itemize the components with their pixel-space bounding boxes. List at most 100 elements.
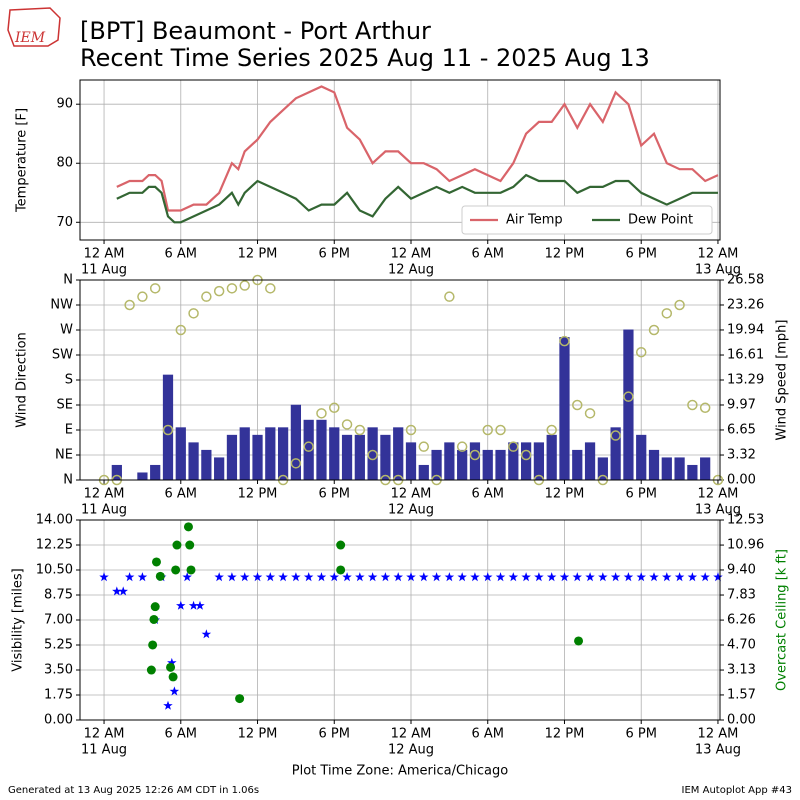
wind-speed-bar: [201, 449, 212, 480]
wind-speed-bar: [444, 442, 455, 480]
visibility-point: [483, 572, 493, 582]
wind-direction-point: [188, 308, 199, 319]
wind-direction-point: [124, 299, 135, 311]
visibility-point: [367, 572, 378, 582]
y-axis-label: Temperature [F]: [15, 108, 30, 213]
wind-speed-bar: [316, 419, 327, 480]
wind-direction-point: [329, 402, 340, 414]
visibility-point: [182, 572, 192, 582]
visibility-point: [169, 686, 180, 696]
y-tick-label: 80: [56, 156, 73, 171]
visibility-point: [419, 572, 429, 582]
y-tick-label: SW: [52, 348, 73, 363]
wind-speed-bar: [584, 442, 596, 480]
y2-tick-label: 1.57: [727, 687, 756, 702]
y-tick-label: 70: [56, 215, 73, 230]
y-tick-label: 7.00: [44, 613, 73, 628]
y2-tick-label: 13.29: [727, 373, 764, 388]
legend-box: [461, 205, 713, 235]
y2-tick-label: 6.65: [727, 422, 756, 437]
wind-speed-bar: [661, 457, 672, 480]
wind-speed-bar: [636, 434, 647, 480]
y-tick-label: SE: [57, 398, 73, 413]
y2-tick-label: 7.83: [727, 588, 756, 603]
y-tick-label: 10.50: [36, 563, 73, 578]
y2-tick-label: 3.32: [727, 448, 756, 463]
wind-speed-bar: [277, 427, 289, 480]
wind-direction-point: [444, 291, 455, 302]
plot-frame: [79, 519, 721, 721]
wind-speed-bar: [457, 449, 468, 480]
wind-speed-bar: [252, 434, 263, 480]
y2-axis-label: Wind Speed [mph]: [775, 320, 790, 441]
wind-speed-bar: [265, 427, 276, 480]
y-tick-label: W: [60, 323, 73, 338]
ceiling-point: [336, 565, 346, 575]
x-tick-sublabel: 12 Aug: [388, 503, 434, 518]
wind-speed-bar: [329, 427, 340, 480]
wind-direction-point: [226, 283, 238, 294]
x-axis-label: Plot Time Zone: America/Chicago: [292, 764, 508, 779]
wind-direction-point: [482, 424, 493, 436]
x-tick-sublabel: 13 Aug: [695, 743, 741, 758]
wind-speed-bar: [226, 434, 238, 480]
visibility-point: [316, 572, 327, 582]
x-tick-label: 6 AM: [471, 247, 504, 262]
visibility-point: [534, 572, 544, 582]
x-tick-label: 12 PM: [545, 247, 585, 262]
visibility-point: [649, 572, 659, 582]
y-tick-label: 90: [56, 97, 73, 112]
visibility-point: [214, 572, 224, 582]
visibility-point: [99, 572, 109, 582]
wind-direction-point: [149, 283, 161, 294]
y2-tick-label: 4.70: [727, 637, 756, 652]
y-tick-label: NW: [50, 298, 73, 313]
y-tick-label: 3.50: [44, 663, 73, 678]
wind-direction-point: [303, 441, 314, 452]
title-line2: Recent Time Series 2025 Aug 11 - 2025 Au…: [80, 44, 650, 72]
wind-speed-bar: [674, 457, 685, 480]
visibility-point: [406, 572, 416, 582]
wind-direction-point: [674, 299, 685, 311]
y-tick-label: E: [65, 423, 73, 438]
visibility-point: [201, 629, 212, 639]
visibility-point: [167, 657, 177, 667]
x-tick-label: 12 PM: [238, 247, 278, 262]
wind-speed-bar: [648, 449, 660, 480]
wind-speed-bar: [214, 457, 225, 480]
x-tick-label: 6 AM: [471, 727, 504, 742]
wind-speed-bar: [239, 427, 250, 480]
wind-direction-point: [405, 424, 417, 436]
wind-speed-bar: [418, 464, 429, 480]
wind-direction-point: [341, 419, 353, 430]
x-tick-sublabel: 12 Aug: [388, 743, 434, 758]
wind-direction-point: [316, 408, 327, 419]
visibility-point: [521, 572, 531, 582]
visibility-point: [355, 572, 365, 582]
y-tick-label: 14.00: [36, 513, 73, 528]
wind-speed-bar: [508, 442, 519, 480]
x-tick-label: 12 AM: [698, 727, 739, 742]
visibility-point: [559, 572, 570, 582]
y-tick-label: 0.00: [44, 713, 73, 728]
ceiling-point: [168, 672, 178, 682]
y2-tick-label: 10.96: [727, 538, 764, 553]
ceiling-point: [183, 522, 193, 532]
wind-speed-bar: [354, 434, 365, 480]
wind-speed-bar: [380, 434, 391, 480]
visibility-point: [137, 572, 148, 582]
y-tick-label: NE: [55, 448, 73, 463]
wind-direction-point: [137, 291, 148, 302]
wind-direction-point: [290, 458, 302, 469]
wind-speed-bar: [469, 442, 481, 480]
wind-direction-point: [367, 449, 378, 461]
line-series: [116, 85, 719, 212]
y-tick-label: 5.25: [44, 638, 73, 653]
visibility-point: [393, 572, 403, 582]
x-tick-sublabel: 12 Aug: [388, 263, 434, 278]
wind-direction-point: [162, 424, 174, 436]
wind-direction-point: [610, 430, 621, 441]
